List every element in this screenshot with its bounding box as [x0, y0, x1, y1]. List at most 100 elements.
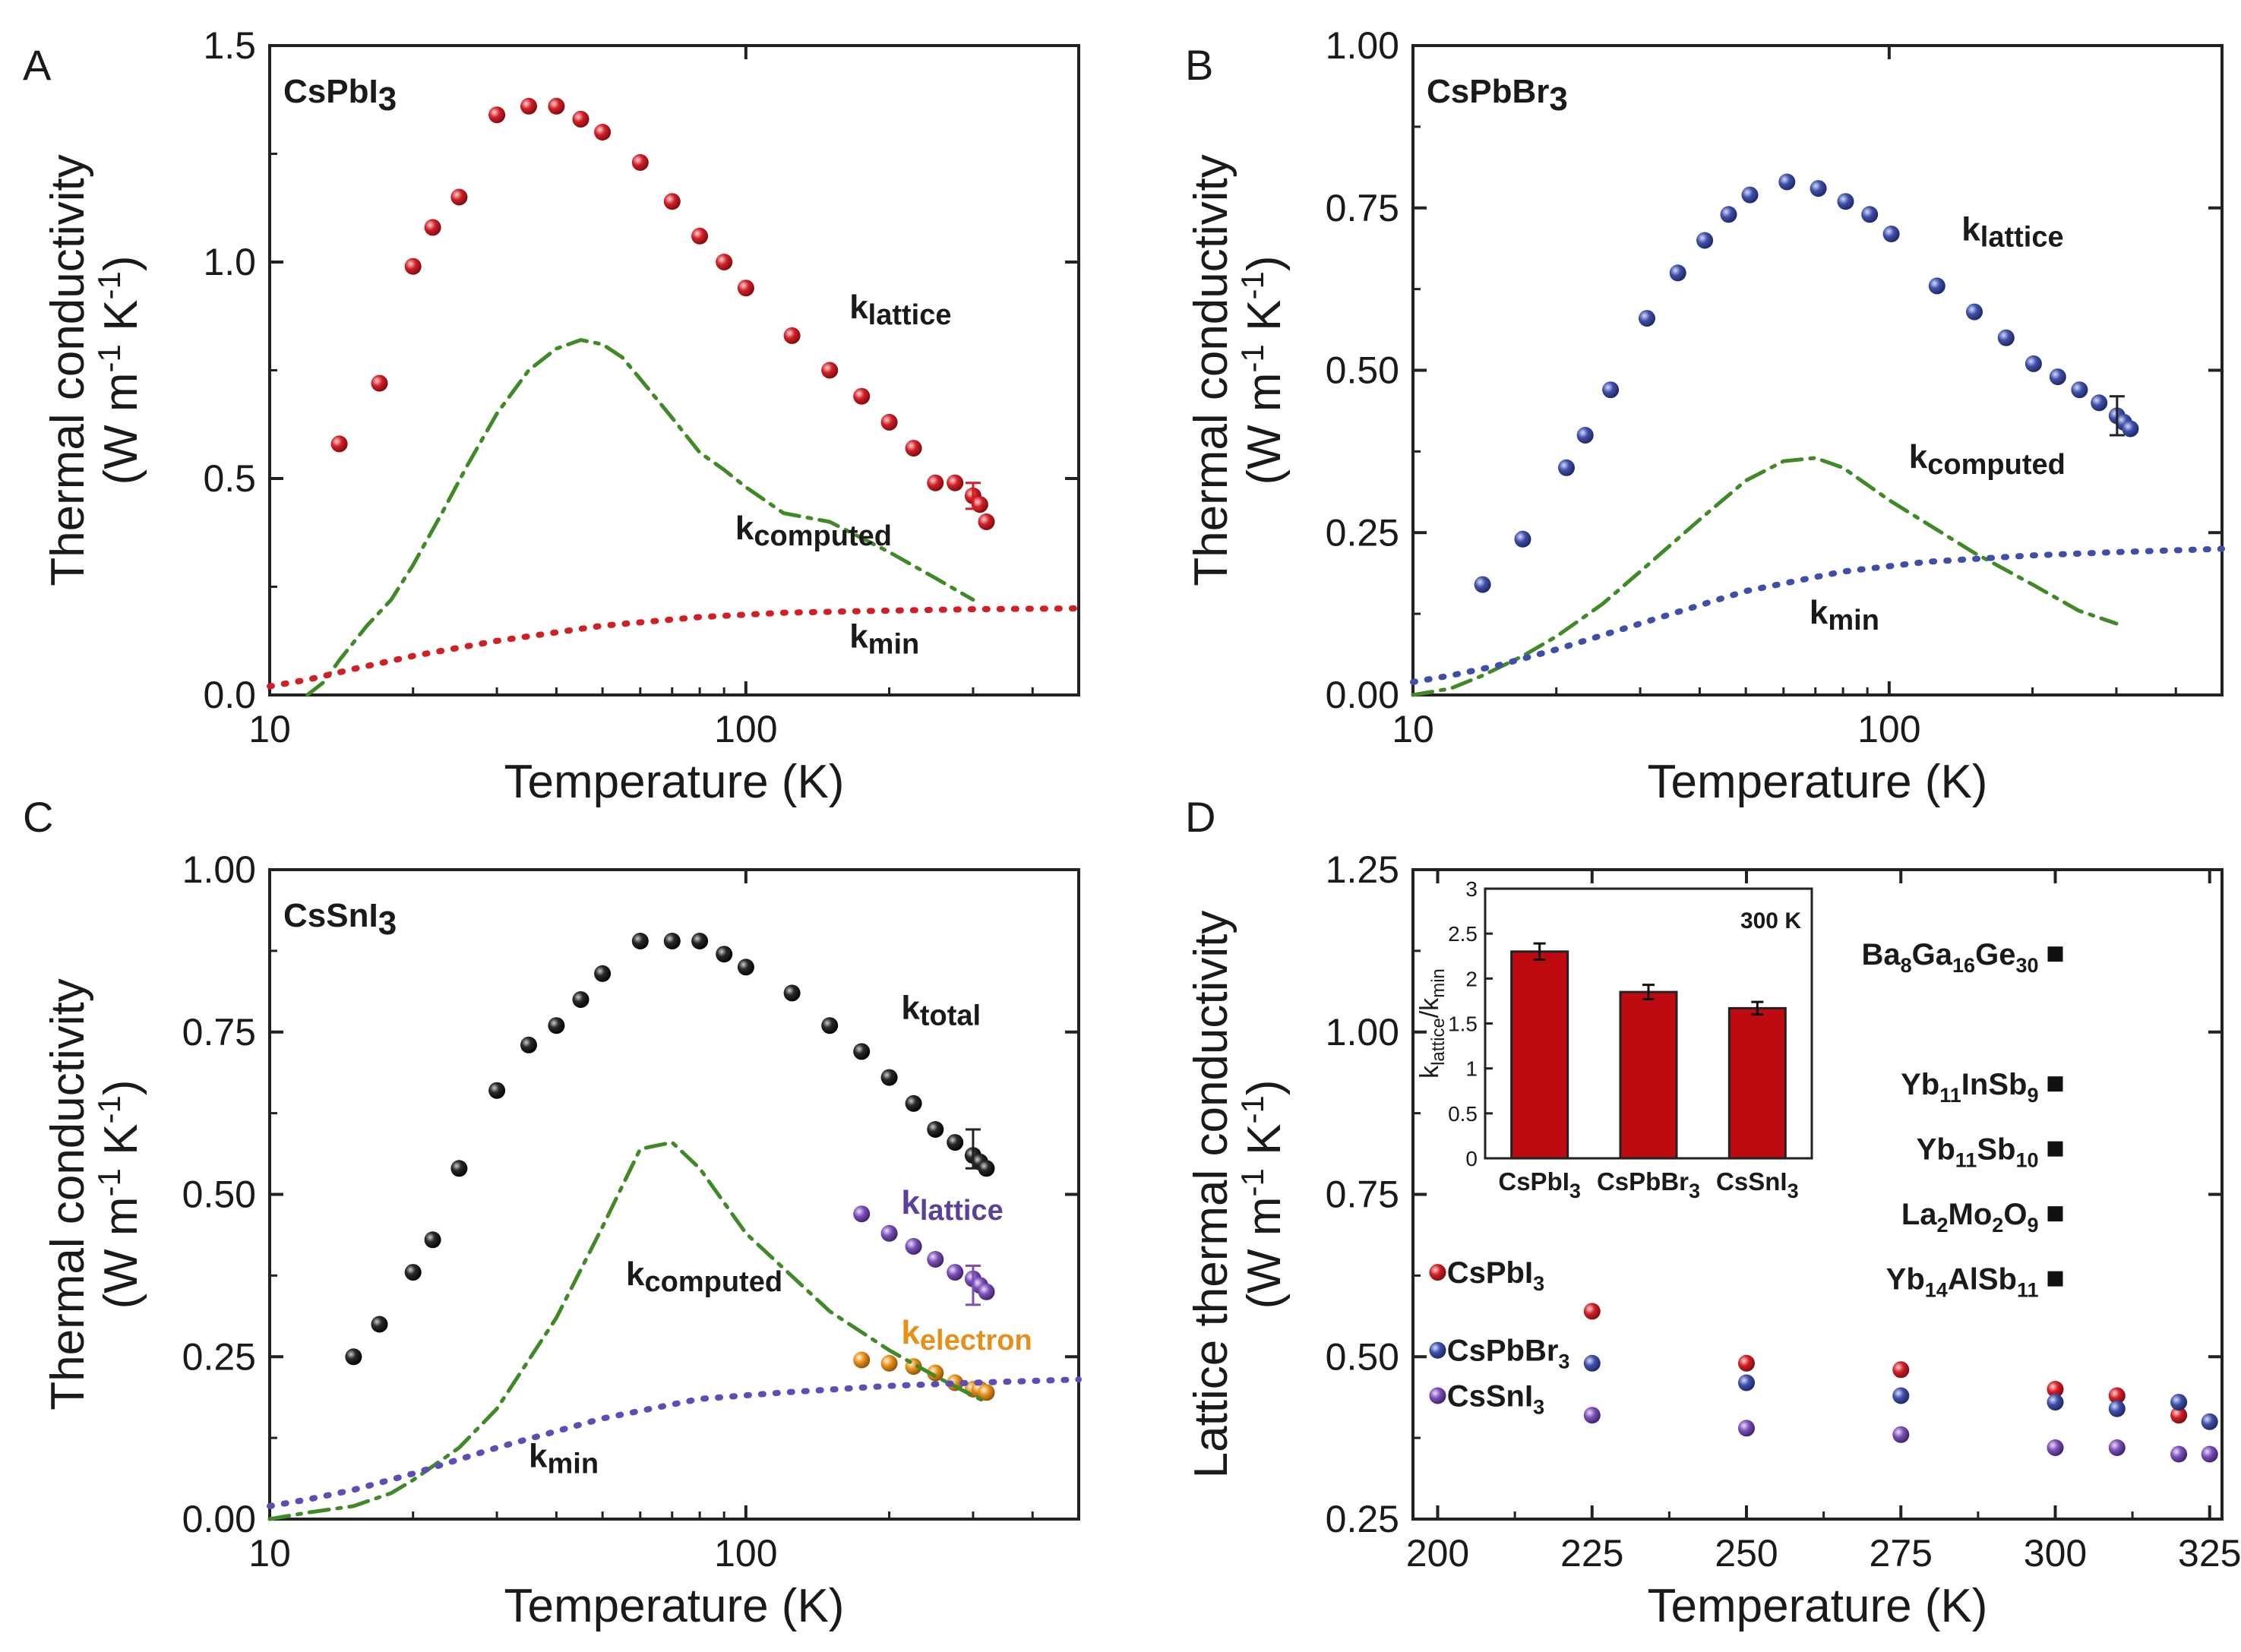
point-klattice [927, 1251, 944, 1268]
inset-category-label: CsSnI3​ [1716, 1167, 1799, 1202]
label-sub: computed [644, 1266, 782, 1298]
point-klattice [2071, 381, 2088, 399]
label-kelectron: kelectron [901, 1314, 1032, 1357]
y-axis-title-line2: (W m-1​ K-1​) [1234, 1079, 1291, 1309]
label-sub: total [920, 1000, 981, 1032]
reference-label-part: Sb [1988, 1068, 2027, 1101]
x-tick-label: 10 [1392, 708, 1434, 750]
reference-label-sub: 2 [1992, 1214, 2003, 1237]
panel-C: C 0.00 0.25 0.50 0.75 1.00 10 100 Temperature (K… [23, 793, 1082, 1632]
label-kcomputed: kcomputed [735, 510, 892, 552]
inset-bar [1727, 1006, 1787, 1160]
point-CsPbBr3 [1429, 1341, 1446, 1359]
point-CsSnI3 [2047, 1439, 2064, 1456]
y-tick-label: 0.75 [182, 1011, 256, 1053]
series-kmin: kmin [267, 605, 1082, 690]
point-kelectron [880, 1354, 898, 1372]
y-axis-title-seg: -1 [91, 1168, 127, 1196]
y-axis-title-line1: Lattice thermal conductivity [1185, 911, 1237, 1479]
y-axis-title-seg: (W m [1238, 372, 1291, 485]
y-axis-title-seg: -1 [1234, 1095, 1270, 1123]
inset-bar [1510, 950, 1569, 1160]
reference-label: La2​Mo2​O9​ [1901, 1198, 2039, 1237]
inset-y-tick-label: 2 [1465, 967, 1478, 990]
y-tick-label: 1.5 [203, 24, 256, 67]
point-klattice [978, 1283, 995, 1300]
reference-label-sub: 2 [1937, 1214, 1949, 1237]
legend-label-part: CsSnI [1447, 1380, 1533, 1414]
reference-label-sub: 14 [1925, 1279, 1948, 1302]
point-klattice [716, 254, 733, 270]
label-main: k [901, 990, 920, 1027]
point-klattice [2049, 368, 2066, 386]
line-kmin [267, 605, 1082, 690]
series-CsPbBr3 [1429, 1341, 2218, 1430]
reference-label-part: O [2003, 1198, 2027, 1231]
panel-letter: B [1185, 41, 1213, 89]
reference-marker [2047, 1271, 2063, 1287]
inset-category-label-part: CsSnI [1716, 1167, 1787, 1196]
reference-label-sub: 30 [2015, 954, 2038, 977]
y-axis-title-seg: -1 [91, 344, 127, 372]
point-CsPbBr3 [2201, 1413, 2218, 1430]
reference-marker [2047, 946, 2063, 962]
panel-letter: C [23, 793, 53, 841]
reference-label-sub: 10 [2015, 1149, 2038, 1172]
point-ktotal [631, 933, 649, 949]
point-klattice [783, 327, 801, 344]
x-tick-label: 10 [248, 708, 291, 750]
reference-marker [2047, 1206, 2063, 1222]
material-label-part: CsPbI [283, 73, 378, 110]
y-tick-label: 0.00 [182, 1498, 256, 1540]
point-klattice [1602, 381, 1620, 399]
point-klattice [1997, 329, 2015, 346]
label-sub: min [547, 1448, 599, 1480]
x-tick-label: 225 [1560, 1532, 1623, 1575]
point-kelectron [853, 1351, 871, 1369]
material-label: CsPbI3​ [283, 73, 397, 118]
point-CsSnI3 [2108, 1439, 2126, 1456]
point-ktotal [404, 1264, 422, 1281]
label-klattice: klattice [901, 1184, 1003, 1227]
line-kcomputed [305, 338, 975, 697]
inset-y-title-part: lattice [1428, 1018, 1449, 1066]
point-klattice [2122, 420, 2139, 437]
y-axis-title-seg: (W m [95, 1196, 147, 1309]
point-CsPbBr3 [2047, 1394, 2064, 1411]
reference-label-part: La [1901, 1198, 1937, 1231]
y-axis-title-seg: (W m [1238, 1196, 1291, 1309]
panel-letter: A [23, 41, 52, 89]
reference-label-sub: 16 [1952, 954, 1975, 977]
y-tick-label: 0.00 [1326, 674, 1399, 716]
y-tick-label: 0.75 [1326, 1173, 1399, 1216]
reference-label-part: Sb [1977, 1133, 2015, 1167]
point-klattice [691, 227, 709, 245]
point-klattice [1837, 193, 1854, 210]
label-kmin: kmin [529, 1438, 599, 1480]
label-main: k [901, 1184, 920, 1221]
label-main: k [1810, 594, 1829, 631]
panel-letter: D [1185, 793, 1215, 841]
y-axis-title-seg: -1 [1234, 271, 1270, 299]
point-klattice [1474, 576, 1491, 593]
reference-compound: Ba8​Ga16​Ge30​ [1862, 938, 2063, 977]
legend-label-sub: 3 [1533, 1272, 1544, 1295]
y-tick-label: 0.75 [1326, 187, 1399, 229]
series-kcomputed: k computed [267, 1140, 988, 1521]
inset-y-tick-label: 0 [1465, 1147, 1478, 1170]
reference-label-part: Ge [1975, 938, 2015, 971]
point-klattice [1778, 173, 1796, 191]
x-tick-label: 100 [714, 1532, 777, 1575]
x-tick-label: 100 [714, 708, 777, 750]
material-label-part: CsSnI [283, 897, 378, 934]
label-kmin: kmin [849, 618, 919, 660]
y-axis-title: Thermal conductivity(W m-1​ K-1​) [1185, 154, 1291, 586]
point-ktotal [371, 1316, 388, 1333]
series-CsSnI3 [1429, 1387, 2218, 1463]
x-tick-label: 300 [2024, 1532, 2087, 1575]
point-ktotal [927, 1121, 944, 1138]
point-klattice [1810, 180, 1827, 197]
inset-y-title: klattice​/kmin​ [1415, 968, 1449, 1079]
point-CsPbI3 [1429, 1264, 1446, 1281]
reference-label-sub: 11 [1955, 1149, 1977, 1172]
